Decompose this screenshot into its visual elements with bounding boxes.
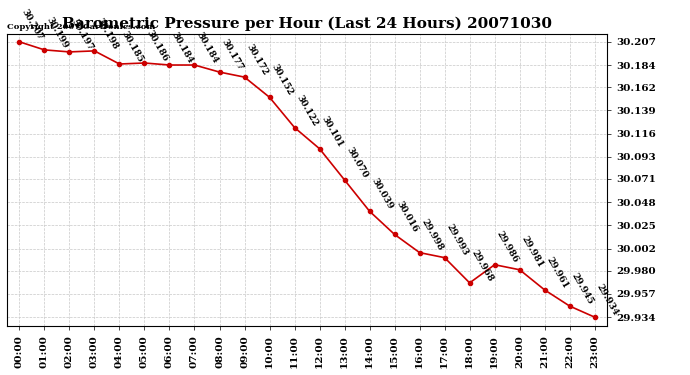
Text: 29.986: 29.986 — [495, 230, 520, 265]
Text: Copyright 2007 Cartronics.com: Copyright 2007 Cartronics.com — [7, 23, 155, 31]
Text: 29.993: 29.993 — [444, 223, 470, 258]
Text: 29.961: 29.961 — [544, 255, 570, 290]
Text: 29.981: 29.981 — [520, 235, 545, 270]
Text: 29.968: 29.968 — [470, 248, 495, 283]
Text: 30.070: 30.070 — [344, 146, 369, 180]
Text: 30.184: 30.184 — [170, 30, 195, 65]
Text: 30.186: 30.186 — [144, 28, 170, 63]
Text: 29.998: 29.998 — [420, 218, 445, 253]
Text: 30.207: 30.207 — [19, 8, 44, 42]
Text: 30.177: 30.177 — [219, 38, 245, 72]
Text: 30.184: 30.184 — [195, 30, 219, 65]
Text: 30.197: 30.197 — [70, 17, 95, 52]
Text: 30.199: 30.199 — [44, 15, 70, 50]
Text: 30.172: 30.172 — [244, 43, 270, 77]
Text: 30.152: 30.152 — [270, 63, 295, 97]
Text: 30.122: 30.122 — [295, 93, 319, 128]
Text: 30.198: 30.198 — [95, 16, 119, 51]
Text: 30.101: 30.101 — [319, 114, 345, 149]
Text: 30.016: 30.016 — [395, 200, 420, 234]
Text: 30.039: 30.039 — [370, 177, 395, 211]
Title: Barometric Pressure per Hour (Last 24 Hours) 20071030: Barometric Pressure per Hour (Last 24 Ho… — [62, 17, 552, 31]
Text: 29.945: 29.945 — [570, 272, 595, 306]
Text: 29.934: 29.934 — [595, 282, 620, 317]
Text: 30.185: 30.185 — [119, 29, 145, 64]
